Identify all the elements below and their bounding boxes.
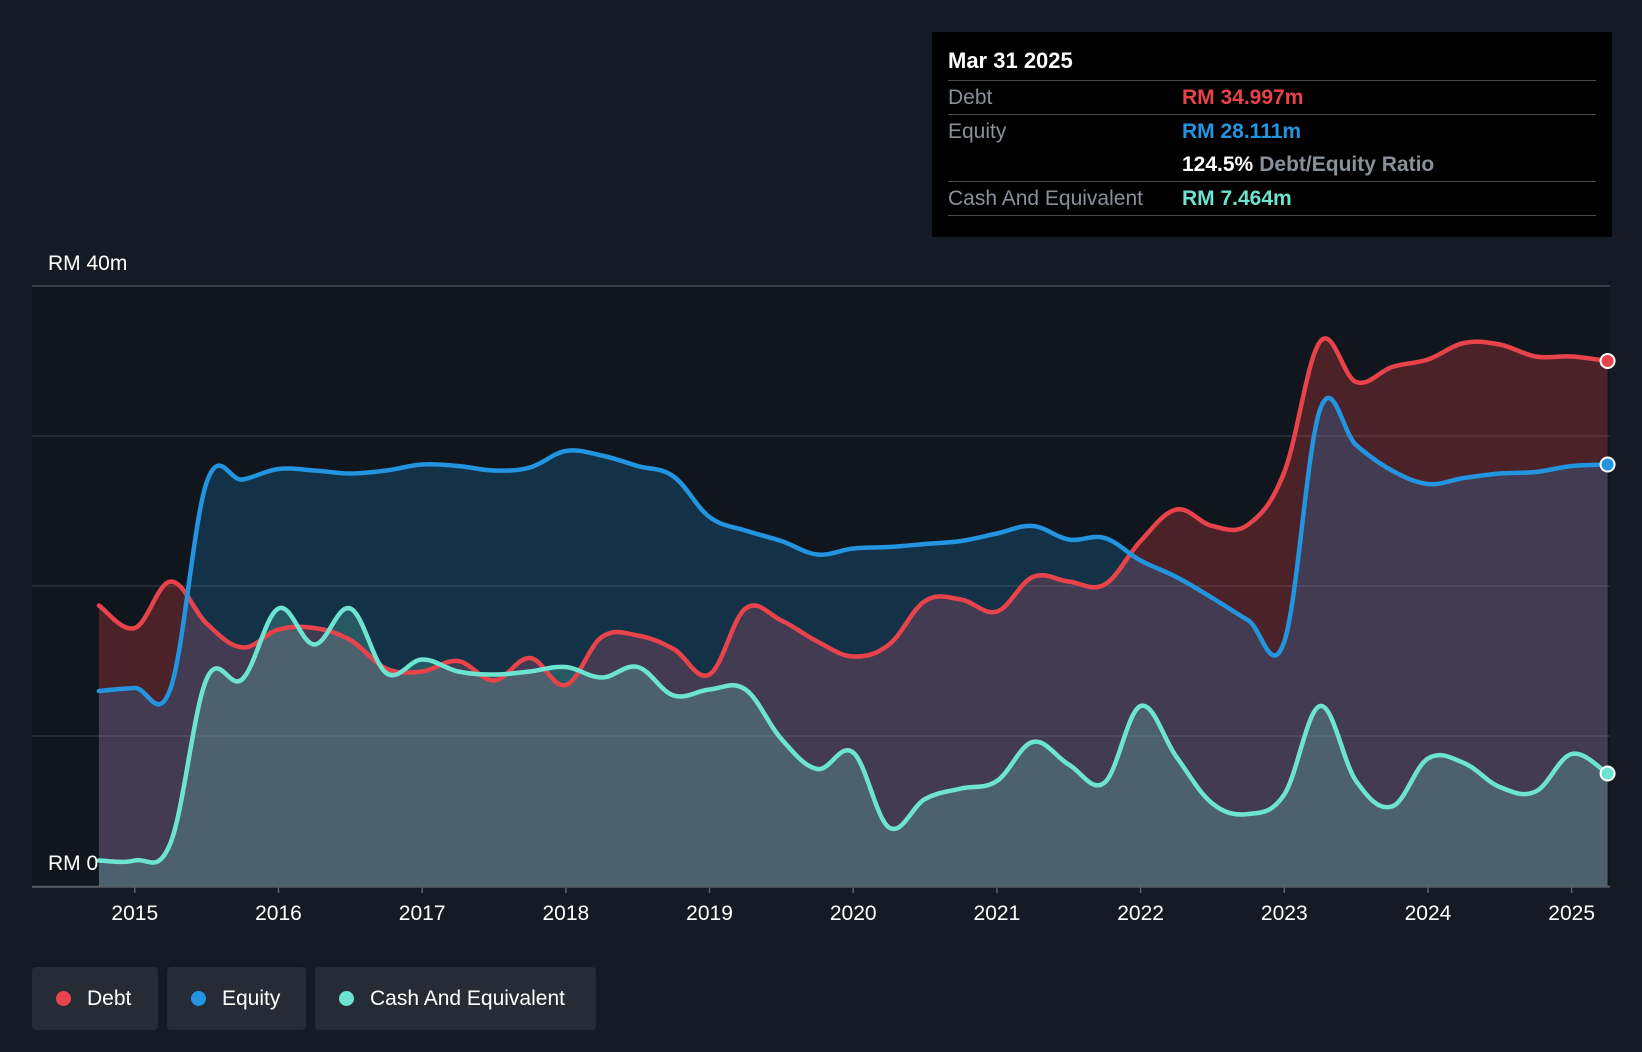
- x-tick-label-2017: 2017: [399, 902, 446, 925]
- tooltip-panel: Mar 31 2025 Debt RM 34.997m Equity RM 28…: [932, 32, 1612, 237]
- cash-end-marker: [1599, 765, 1616, 782]
- series-areas: [98, 338, 1608, 886]
- x-tick-label-2025: 2025: [1548, 902, 1595, 925]
- x-tick-label-2015: 2015: [111, 902, 158, 925]
- debt-line: [96, 336, 1610, 688]
- legend-item-equity[interactable]: Equity: [167, 967, 306, 1030]
- equity-line: [96, 396, 1610, 707]
- tooltip-equity-row: Equity RM 28.111m: [948, 115, 1596, 148]
- legend-item-cash[interactable]: Cash And Equivalent: [315, 967, 596, 1030]
- tooltip-cash-value: RM 7.464m: [1182, 187, 1292, 210]
- chart-legend: Debt Equity Cash And Equivalent: [32, 967, 596, 1030]
- tooltip-debt-label: Debt: [948, 86, 993, 109]
- x-tick-label-2019: 2019: [686, 902, 733, 925]
- axes: RM 40m RM 0 2015 2016 2017 2018 2019 2020 2021 20…: [32, 252, 1610, 925]
- legend-debt-label: Debt: [87, 986, 132, 1010]
- tooltip-ratio-label: Debt/Equity Ratio: [1259, 153, 1435, 176]
- tooltip-equity-value: RM 28.111m: [1182, 120, 1302, 143]
- tooltip-ratio-spacer: [948, 148, 1182, 181]
- x-tick-label-2023: 2023: [1261, 902, 1308, 925]
- debt-area: [98, 338, 1608, 886]
- y-axis-label-top: RM 40m: [48, 252, 127, 275]
- tooltip-date: Mar 31 2025: [948, 46, 1596, 81]
- grid-lines: [32, 285, 1610, 887]
- x-tick-label-2018: 2018: [542, 902, 589, 925]
- debt-dot-icon: [56, 991, 71, 1006]
- end-markers: [1599, 353, 1616, 782]
- tooltip-debt-value: RM 34.997m: [1182, 86, 1304, 109]
- y-axis-label-bottom: RM 0: [48, 852, 98, 875]
- equity-area: [98, 397, 1608, 886]
- x-tick-label-2022: 2022: [1117, 902, 1164, 925]
- legend-equity-label: Equity: [222, 986, 281, 1010]
- legend-cash-label: Cash And Equivalent: [370, 986, 565, 1010]
- cash-dot-icon: [339, 991, 354, 1006]
- tooltip-ratio-row: 124.5% Debt/Equity Ratio: [948, 148, 1596, 182]
- tooltip-ratio-value: 124.5%: [1182, 153, 1254, 176]
- cash-area: [98, 607, 1608, 886]
- x-tick-label-2016: 2016: [255, 902, 302, 925]
- tooltip-debt-row: Debt RM 34.997m: [948, 81, 1596, 115]
- x-tick-label-2020: 2020: [830, 902, 877, 925]
- legend-item-debt[interactable]: Debt: [32, 967, 158, 1030]
- series-lines: [96, 336, 1610, 865]
- x-tick-label-2021: 2021: [974, 902, 1021, 925]
- tooltip-equity-label: Equity: [948, 120, 1007, 143]
- cash-line: [96, 605, 1610, 865]
- x-tick-label-2024: 2024: [1405, 902, 1452, 925]
- tooltip-cash-row: Cash And Equivalent RM 7.464m: [948, 182, 1596, 216]
- equity-end-marker: [1599, 456, 1616, 473]
- debt-end-marker: [1599, 353, 1616, 369]
- tooltip-cash-label: Cash And Equivalent: [948, 187, 1143, 210]
- equity-dot-icon: [191, 991, 206, 1006]
